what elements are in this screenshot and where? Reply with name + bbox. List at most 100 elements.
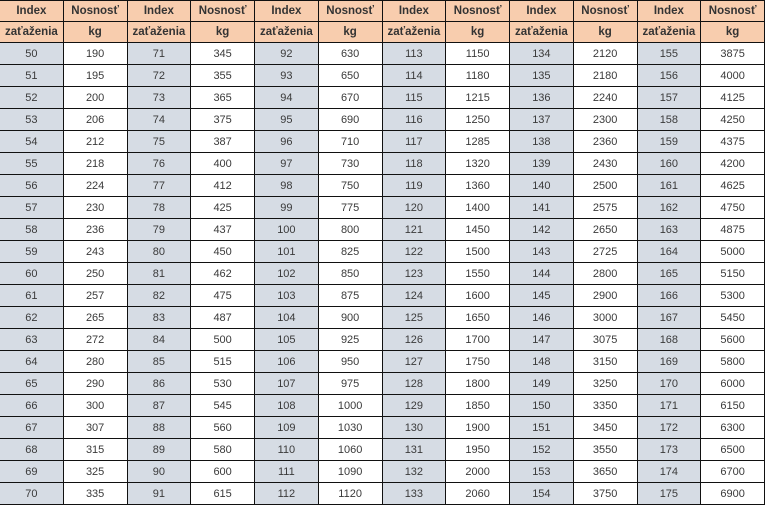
load-index-cell: 56 [0,174,64,197]
load-index-cell: 134 [509,42,574,65]
load-capacity-cell: 3650 [572,460,638,483]
load-column-header: Nosnosť [572,0,638,22]
load-capacity-cell: 280 [62,350,128,373]
load-capacity-cell: 2120 [572,42,638,65]
load-capacity-cell: 230 [62,196,128,219]
load-index-cell: 57 [0,196,64,219]
load-capacity-cell: 2900 [572,284,638,307]
table-row: 62 265 83 487 104 900 125 1650 146 3000 167 5450 [0,306,765,329]
load-index-cell: 98 [254,174,319,197]
load-index-cell: 106 [254,350,319,373]
load-capacity-cell: 487 [190,306,255,329]
index-column-header: zaťaženia [0,21,64,43]
load-capacity-cell: 1650 [445,306,510,329]
load-capacity-cell: 1320 [445,152,510,175]
load-capacity-cell: 1250 [445,108,510,131]
load-capacity-cell: 3150 [572,350,638,373]
load-index-cell: 128 [381,372,447,395]
load-index-cell: 52 [0,86,64,109]
header-row: Index Nosnosť Index Nosnosť Index Nosnosť Inde… [0,0,765,22]
load-capacity-cell: 900 [317,306,383,329]
load-index-cell: 79 [126,218,192,241]
load-index-cell: 138 [509,130,574,153]
load-index-cell: 80 [126,240,192,263]
load-index-cell: 75 [126,130,192,153]
load-capacity-cell: 345 [190,42,255,65]
load-index-cell: 100 [254,218,319,241]
load-index-cell: 159 [636,130,702,153]
load-capacity-cell: 1850 [445,394,510,417]
load-index-cell: 116 [381,108,447,131]
table-row: 69 325 90 600 111 1090 132 2000 153 3650 174 6700 [0,460,765,483]
load-capacity-cell: 3550 [572,438,638,461]
load-capacity-cell: 1180 [445,64,510,87]
load-capacity-cell: 335 [62,482,128,505]
load-capacity-cell: 580 [190,438,255,461]
load-capacity-cell: 3875 [700,42,765,65]
load-index-cell: 76 [126,152,192,175]
load-capacity-cell: 4250 [700,108,765,131]
load-capacity-cell: 1150 [445,42,510,65]
load-index-cell: 103 [254,284,319,307]
load-capacity-cell: 218 [62,152,128,175]
load-capacity-cell: 6900 [700,482,765,505]
load-index-cell: 61 [0,284,64,307]
load-column-header: Nosnosť [190,0,255,22]
load-capacity-cell: 190 [62,42,128,65]
load-index-cell: 95 [254,108,319,131]
load-index-cell: 143 [509,240,574,263]
load-index-cell: 137 [509,108,574,131]
load-index-cell: 145 [509,284,574,307]
load-index-cell: 72 [126,64,192,87]
load-index-cell: 69 [0,460,64,483]
load-capacity-cell: 236 [62,218,128,241]
load-column-header: kg [190,21,255,43]
load-index-cell: 81 [126,262,192,285]
load-capacity-cell: 307 [62,416,128,439]
load-index-cell: 78 [126,196,192,219]
load-index-cell: 139 [509,152,574,175]
load-index-cell: 174 [636,460,702,483]
header-row: zaťaženia kg zaťaženia kg zaťaženia kg zaťažen… [0,21,765,43]
load-index-cell: 68 [0,438,64,461]
load-capacity-cell: 2575 [572,196,638,219]
load-index-cell: 124 [381,284,447,307]
load-index-cell: 170 [636,372,702,395]
load-index-cell: 108 [254,394,319,417]
load-capacity-cell: 2360 [572,130,638,153]
load-capacity-cell: 2000 [445,460,510,483]
index-column-header: zaťaženia [381,21,447,43]
load-index-cell: 90 [126,460,192,483]
load-capacity-cell: 4125 [700,86,765,109]
load-index-cell: 129 [381,394,447,417]
load-capacity-cell: 2800 [572,262,638,285]
load-index-cell: 93 [254,64,319,87]
load-index-cell: 147 [509,328,574,351]
load-column-header: Nosnosť [700,0,765,22]
index-column-header: Index [636,0,702,22]
load-index-cell: 89 [126,438,192,461]
load-capacity-cell: 2650 [572,218,638,241]
load-capacity-cell: 2430 [572,152,638,175]
load-index-cell: 70 [0,482,64,505]
load-capacity-cell: 400 [190,152,255,175]
load-capacity-cell: 1700 [445,328,510,351]
load-index-cell: 63 [0,328,64,351]
load-capacity-cell: 5300 [700,284,765,307]
load-capacity-cell: 412 [190,174,255,197]
load-index-cell: 102 [254,262,319,285]
load-capacity-cell: 1090 [317,460,383,483]
load-capacity-cell: 850 [317,262,383,285]
load-index-cell: 144 [509,262,574,285]
load-index-cell: 171 [636,394,702,417]
load-index-cell: 66 [0,394,64,417]
load-index-cell: 173 [636,438,702,461]
table-row: 61 257 82 475 103 875 124 1600 145 2900 166 5300 [0,284,765,307]
index-column-header: zaťaženia [126,21,192,43]
load-index-cell: 155 [636,42,702,65]
load-capacity-cell: 950 [317,350,383,373]
load-capacity-cell: 250 [62,262,128,285]
load-capacity-cell: 325 [62,460,128,483]
load-capacity-cell: 6150 [700,394,765,417]
load-capacity-cell: 6000 [700,372,765,395]
